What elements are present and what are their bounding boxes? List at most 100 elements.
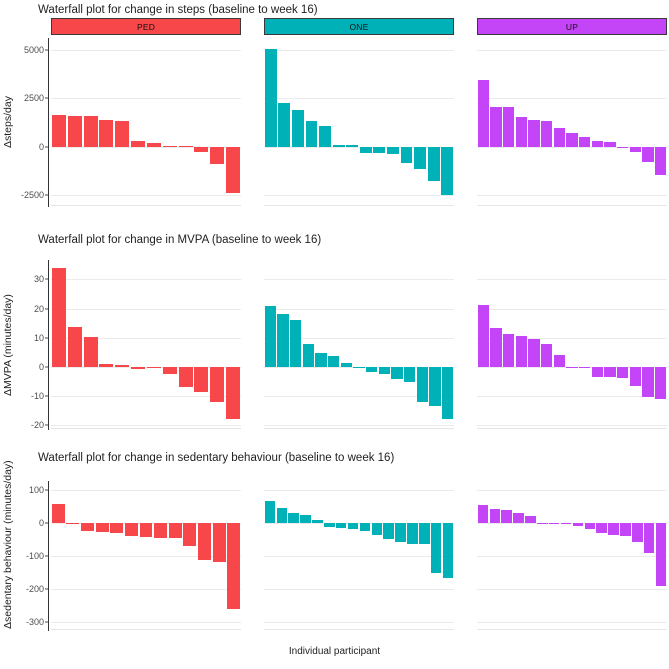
bar: [319, 125, 332, 147]
bar: [194, 366, 209, 393]
bar: [290, 320, 302, 367]
facet-title-2: Waterfall plot for change in sedentary b…: [38, 452, 395, 464]
bar: [67, 116, 82, 147]
bar: [515, 116, 527, 147]
bar: [347, 522, 359, 530]
bar: [515, 335, 527, 367]
bar: [629, 366, 641, 387]
bar: [81, 522, 94, 531]
bar: [51, 114, 66, 147]
bar: [604, 141, 616, 147]
panel-bottom-rule: [264, 205, 454, 206]
y-tick-label: 20: [33, 303, 44, 314]
bar: [305, 120, 318, 147]
bar: [383, 522, 394, 539]
gridline: [51, 146, 241, 148]
gridline: [51, 279, 241, 281]
gridline: [51, 589, 241, 591]
panel-bottom-rule: [51, 205, 241, 206]
y-tick-mark: [45, 424, 48, 426]
gridline: [477, 622, 667, 624]
bar: [162, 145, 177, 147]
panel-up-0: [477, 40, 667, 205]
gridline: [51, 489, 241, 491]
bar: [584, 522, 596, 529]
bar: [210, 366, 225, 402]
bar: [642, 146, 654, 163]
y-tick-mark: [45, 146, 48, 148]
bar: [591, 366, 603, 377]
bar: [503, 107, 515, 147]
bar: [198, 522, 211, 560]
bar: [300, 514, 311, 523]
bar: [288, 513, 299, 523]
bar: [115, 120, 130, 147]
bar: [442, 522, 454, 578]
gridline: [51, 195, 241, 197]
bar: [328, 356, 340, 367]
panel-bottom-rule: [264, 629, 454, 630]
y-tick-label: 100: [28, 484, 44, 495]
bar: [83, 337, 98, 367]
y-tick-label: 0: [38, 361, 44, 372]
y-axis-spine-0: [48, 38, 49, 207]
bar: [315, 352, 327, 367]
bar: [227, 522, 241, 609]
gridline: [51, 337, 241, 339]
y-tick-mark: [45, 337, 48, 339]
bar: [346, 144, 359, 147]
gridline: [51, 395, 241, 397]
facet-strip-up: UP: [477, 18, 667, 35]
gridline: [477, 489, 667, 491]
gridline: [264, 622, 454, 624]
bar: [541, 121, 553, 147]
bar: [115, 364, 130, 367]
gridline: [477, 195, 667, 197]
bar: [560, 522, 572, 525]
bar: [95, 522, 109, 533]
bar: [632, 522, 643, 543]
y-tick-label: -100: [25, 551, 44, 561]
bar: [340, 362, 352, 367]
y-tick-label: -2500: [20, 190, 44, 201]
bar: [566, 366, 578, 369]
y-tick-mark: [45, 522, 48, 524]
panel-ped-1: [51, 262, 241, 428]
bar: [553, 354, 565, 367]
bar: [395, 522, 406, 542]
y-tick-mark: [45, 555, 48, 557]
bar: [513, 513, 524, 523]
bar: [608, 522, 619, 535]
bar: [596, 522, 607, 534]
bar: [131, 366, 146, 369]
bar: [503, 334, 515, 367]
y-axis-spine-2: [48, 481, 49, 631]
y-axis-label-0: Δsteps/day: [2, 96, 14, 149]
y-tick-label: 5000: [23, 44, 44, 55]
bar: [553, 128, 565, 147]
gridline: [51, 308, 241, 310]
bar: [146, 366, 161, 369]
y-tick-mark: [45, 395, 48, 397]
bar: [99, 363, 114, 367]
y-axis-label-1: ΔMVPA (minutes/day): [2, 294, 14, 396]
facet-strip-one: ONE: [264, 18, 454, 35]
panel-up-2: [477, 483, 667, 629]
bar: [490, 328, 502, 367]
bar: [291, 110, 304, 147]
bar: [620, 522, 631, 537]
y-tick-label: 30: [33, 274, 44, 285]
bar: [312, 520, 323, 523]
bar: [194, 146, 209, 152]
gridline: [477, 395, 667, 397]
panel-bottom-rule: [264, 428, 454, 429]
bar: [131, 141, 146, 147]
y-axis-label-2: Δsedentary behaviour (minutes/day): [2, 460, 14, 629]
bar: [332, 144, 345, 147]
panel-bottom-rule: [477, 205, 667, 206]
gridline: [477, 98, 667, 100]
bar: [604, 366, 616, 378]
bar: [277, 313, 289, 367]
bar: [378, 366, 390, 375]
gridline: [264, 556, 454, 557]
